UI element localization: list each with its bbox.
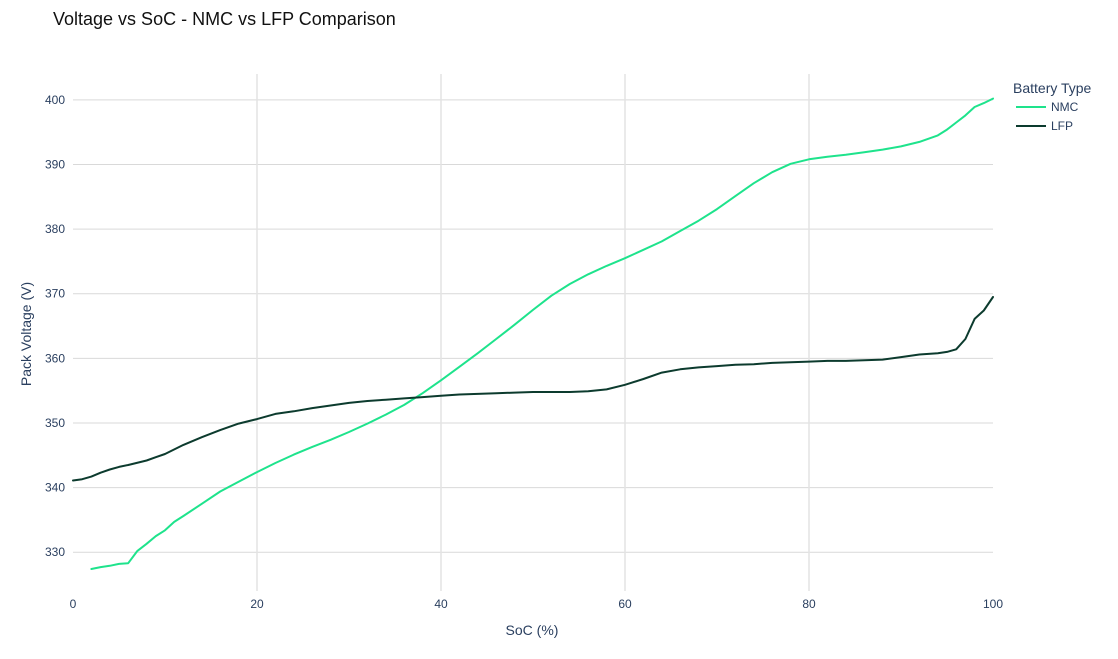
series-lines — [72, 97, 994, 570]
y-tick-label: 390 — [45, 157, 65, 171]
legend-label: NMC — [1051, 100, 1079, 114]
x-axis-ticks: 0 20 40 60 80 100 — [70, 597, 1004, 611]
legend-label: LFP — [1051, 119, 1073, 133]
y-tick-label: 370 — [45, 287, 65, 301]
x-tick-label: 100 — [983, 597, 1003, 611]
series-line-lfp — [72, 296, 994, 482]
y-tick-label: 340 — [45, 481, 65, 495]
legend-item-lfp[interactable]: LFP — [1016, 119, 1073, 133]
x-tick-label: 80 — [802, 597, 816, 611]
x-tick-label: 0 — [70, 597, 77, 611]
y-tick-label: 350 — [45, 416, 65, 430]
y-tick-label: 360 — [45, 351, 65, 365]
series-line-nmc — [90, 97, 994, 570]
y-tick-label: 330 — [45, 545, 65, 559]
legend-title: Battery Type — [1013, 80, 1092, 96]
legend-item-nmc[interactable]: NMC — [1016, 100, 1079, 114]
y-axis-title: Pack Voltage (V) — [18, 282, 34, 386]
y-axis-ticks: 330 340 350 360 370 380 390 400 — [45, 93, 65, 559]
x-axis-title: SoC (%) — [506, 622, 559, 638]
y-tick-label: 400 — [45, 93, 65, 107]
legend[interactable]: Battery Type NMC LFP — [1013, 80, 1092, 133]
x-tick-label: 60 — [618, 597, 632, 611]
y-tick-label: 380 — [45, 222, 65, 236]
x-tick-label: 20 — [250, 597, 264, 611]
x-tick-label: 40 — [434, 597, 448, 611]
legend-items[interactable]: NMC LFP — [1016, 100, 1079, 133]
chart-title: Voltage vs SoC - NMC vs LFP Comparison — [53, 9, 396, 29]
